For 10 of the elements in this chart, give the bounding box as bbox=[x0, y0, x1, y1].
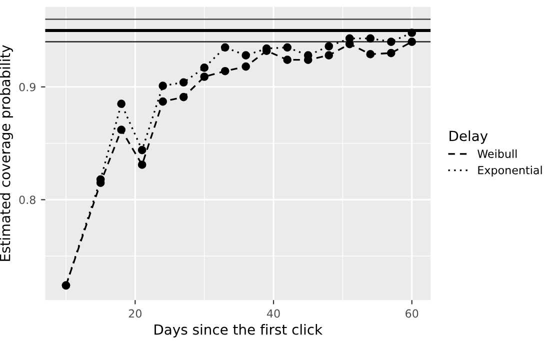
x-tick-label: 40 bbox=[266, 309, 280, 318]
x-tick-label: 20 bbox=[128, 309, 142, 318]
legend-title: Delay bbox=[450, 130, 488, 144]
y-axis-title: Estimated coverage probability bbox=[0, 45, 13, 261]
x-axis-title: Days since the first click bbox=[154, 324, 323, 338]
x-tick-label: 60 bbox=[406, 309, 418, 318]
legend-label: Exponential bbox=[478, 166, 542, 176]
legend-label: Weibull bbox=[478, 149, 517, 158]
y-tick-label: 0.8 bbox=[19, 196, 36, 204]
y-tick-label: 0.9 bbox=[19, 82, 36, 92]
